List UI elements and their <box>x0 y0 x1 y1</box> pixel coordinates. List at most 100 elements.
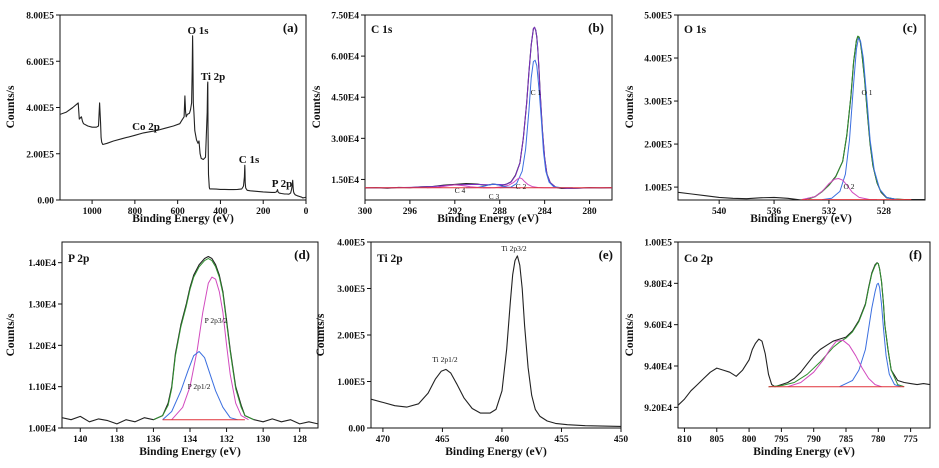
panel-c-xlabel: Binding Energy (eV) <box>750 213 852 225</box>
panel-b-x-tick-label: 288 <box>493 207 508 217</box>
panel-a-label: (a) <box>283 20 298 35</box>
panel-e-y-tick-label: 0.00 <box>348 425 365 435</box>
panel-f-label: (f) <box>909 247 922 262</box>
panel-b-annotation-c4: C 4 <box>455 186 466 195</box>
panel-a-survey: (a) Binding Energy (eV) Counts/s 1000 800… <box>5 12 309 226</box>
panel-e-label: (e) <box>599 247 613 262</box>
panel-b-x-tick-label: 300 <box>358 207 373 217</box>
panel-b-annotation-c2: C 2 <box>516 182 527 191</box>
panel-e-series <box>371 255 621 427</box>
panel-b-annotation-c3: C 3 <box>489 192 500 201</box>
panel-f-x-tick-label: 805 <box>710 435 725 445</box>
panel-c-y-tick-label: 3.00E5 <box>644 98 672 108</box>
panel-d-p2p: P 2p (d) Binding Energy (eV) Counts/s 14… <box>5 241 319 458</box>
panel-d-series-envelope <box>153 258 255 421</box>
panel-b-y-ticks: 1.50E4 3.00E4 4.50E4 6.00E4 7.50E4 <box>331 12 365 186</box>
panel-d-x-ticks: 140 138 136 134 132 130 128 <box>73 428 307 445</box>
panel-e-y-tick-label: 4.00E5 <box>337 239 365 249</box>
panel-d-series-raw <box>62 255 318 425</box>
panel-c-y-tick-label: 5.00E5 <box>644 12 672 22</box>
panel-a-x-tick-label: 800 <box>128 207 143 217</box>
panel-a-y-tick-label: 2.00E5 <box>26 150 54 160</box>
panel-c-title: O 1s <box>684 24 707 36</box>
panel-d-x-tick-label: 140 <box>73 435 88 445</box>
panel-d-y-tick-label: 1.10E4 <box>28 383 56 393</box>
panel-d-y-tick-label: 1.40E4 <box>28 259 56 269</box>
panel-b-frame <box>364 14 613 201</box>
panel-b-series <box>365 26 612 190</box>
panel-d-xlabel: Binding Energy (eV) <box>139 446 241 458</box>
panel-c-y-tick-label: 2.00E5 <box>644 141 672 151</box>
panel-d-x-tick-label: 130 <box>256 435 271 445</box>
panel-f-series-raw <box>678 262 930 406</box>
panel-c-series-raw <box>678 35 925 200</box>
panel-f-y-ticks: 9.20E4 9.40E4 9.60E4 9.80E4 1.00E5 <box>644 239 678 414</box>
panel-c-x-tick-label: 528 <box>877 207 892 217</box>
panel-d-series-p-2p1-2 <box>162 351 238 421</box>
panel-d-series-p-2p3-2 <box>171 276 249 421</box>
panel-d-y-tick-label: 1.30E4 <box>28 301 56 311</box>
panel-a-series <box>60 35 306 199</box>
panel-e-y-ticks: 0.00 1.00E5 2.00E5 3.00E5 4.00E5 <box>337 239 371 435</box>
panel-f-series <box>678 262 930 406</box>
panel-e-annotation-ti2p32: Ti 2p3/2 <box>501 244 527 253</box>
panel-c-series <box>678 35 925 200</box>
panel-b-series-raw <box>365 26 612 190</box>
panel-e-x-tick-label: 455 <box>554 435 569 445</box>
panel-b-x-tick-label: 296 <box>403 207 418 217</box>
panel-c-y-tick-label: 1.00E5 <box>644 184 672 194</box>
panel-f-x-tick-label: 800 <box>742 435 757 445</box>
panel-f-series-co-2p3-2 <box>839 282 902 388</box>
panel-a-x-tick-label: 600 <box>171 207 186 217</box>
panel-a-x-tick-label: 200 <box>256 207 271 217</box>
panel-d-label: (d) <box>294 247 310 262</box>
panel-d-x-tick-label: 132 <box>219 435 234 445</box>
panel-a-x-ticks: 1000 800 600 400 200 0 <box>83 200 309 217</box>
panel-f-x-tick-label: 790 <box>807 435 822 445</box>
panel-a-annotation-c1s: C 1s <box>239 154 260 166</box>
panel-a-annotation-p2p: P 2p <box>272 178 292 190</box>
panel-c-ylabel: Counts/s <box>624 85 636 128</box>
panel-c-o1s: O 1s (c) Binding Energy (eV) Counts/s 54… <box>624 12 926 225</box>
panel-a-x-tick-label: 1000 <box>83 207 102 217</box>
panel-b-x-tick-label: 280 <box>582 207 597 217</box>
panel-b-title: C 1s <box>371 24 393 36</box>
panel-c-x-tick-label: 536 <box>767 207 782 217</box>
panel-f-frame <box>677 241 931 429</box>
panel-e-y-tick-label: 3.00E5 <box>337 285 365 295</box>
panel-e-y-tick-label: 2.00E5 <box>337 332 365 342</box>
panel-e-ti2p: Ti 2p (e) Binding Energy (eV) Counts/s 4… <box>315 239 628 459</box>
panel-d-x-tick-label: 128 <box>293 435 308 445</box>
panel-b-y-tick-label: 4.50E4 <box>331 94 359 104</box>
panel-c-series-o-2 <box>801 178 877 200</box>
panel-f-x-tick-label: 810 <box>677 435 692 445</box>
panel-b-y-tick-label: 7.50E4 <box>331 12 359 22</box>
panel-b-label: (b) <box>588 20 604 35</box>
panel-d-series <box>62 255 318 425</box>
panel-f-series-satellite <box>787 339 882 388</box>
panel-d-y-tick-label: 1.00E4 <box>28 425 56 435</box>
panel-b-annotation-c1: C 1 <box>531 88 542 97</box>
panel-c-x-ticks: 540 536 532 528 <box>712 200 891 217</box>
panel-d-annotation-p2p32: P 2p3/2 <box>205 316 228 325</box>
panel-e-y-tick-label: 1.00E5 <box>337 378 365 388</box>
panel-f-x-tick-label: 775 <box>903 435 918 445</box>
panel-d-ylabel: Counts/s <box>5 313 17 356</box>
panel-e-title: Ti 2p <box>377 253 403 265</box>
panel-d-y-tick-label: 1.20E4 <box>28 342 56 352</box>
panel-d-x-tick-label: 136 <box>146 435 161 445</box>
panel-a-y-tick-label: 0.00 <box>37 197 54 207</box>
panel-d-title: P 2p <box>68 253 89 265</box>
panel-b-series-c-1 <box>499 59 573 189</box>
panel-f-y-tick-label: 9.20E4 <box>644 404 672 414</box>
panel-f-y-tick-label: 1.00E5 <box>644 239 672 249</box>
panel-c-x-tick-label: 540 <box>712 207 727 217</box>
panel-e-x-tick-label: 450 <box>614 435 629 445</box>
panel-a-xlabel: Binding Energy (eV) <box>132 213 234 225</box>
panel-a-y-tick-label: 6.00E5 <box>26 58 54 68</box>
panel-d-x-tick-label: 134 <box>183 435 198 445</box>
panel-c-annotation-o1: O 1 <box>861 88 872 97</box>
panel-f-x-tick-label: 780 <box>871 435 886 445</box>
panel-b-c1s: C 1s (b) Binding Energy (eV) Counts/s 30… <box>311 12 613 225</box>
